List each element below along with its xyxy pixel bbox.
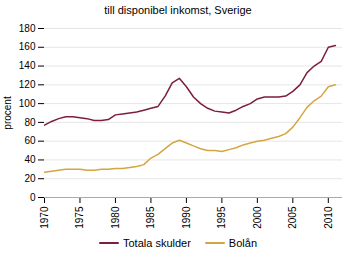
html-text:Bolån: Bolån [228, 237, 257, 249]
svg-text:0: 0 [30, 192, 36, 203]
svg-text:180: 180 [19, 23, 36, 34]
html-text:till disponibel inkomst, Sveri: till disponibel inkomst, Sverige [104, 4, 252, 16]
svg-text:2010: 2010 [323, 206, 334, 229]
svg-text:2000: 2000 [252, 206, 263, 229]
svg-text:60: 60 [24, 135, 36, 146]
svg-text:1990: 1990 [181, 206, 192, 229]
svg-text:2005: 2005 [287, 206, 298, 229]
svg-text:140: 140 [19, 60, 36, 71]
svg-text:100: 100 [19, 98, 36, 109]
svg-text:160: 160 [19, 41, 36, 52]
svg-text:1970: 1970 [39, 206, 50, 229]
svg-text:1985: 1985 [145, 206, 156, 229]
svg-text:1975: 1975 [74, 206, 85, 229]
html-text:Totala skulder: Totala skulder [123, 237, 191, 249]
svg-text:120: 120 [19, 79, 36, 90]
svg-text:40: 40 [24, 154, 36, 165]
svg-text:procent: procent [2, 96, 13, 130]
svg-text:20: 20 [24, 173, 36, 184]
svg-text:80: 80 [24, 117, 36, 128]
svg-text:1980: 1980 [110, 206, 121, 229]
svg-text:1995: 1995 [216, 206, 227, 229]
